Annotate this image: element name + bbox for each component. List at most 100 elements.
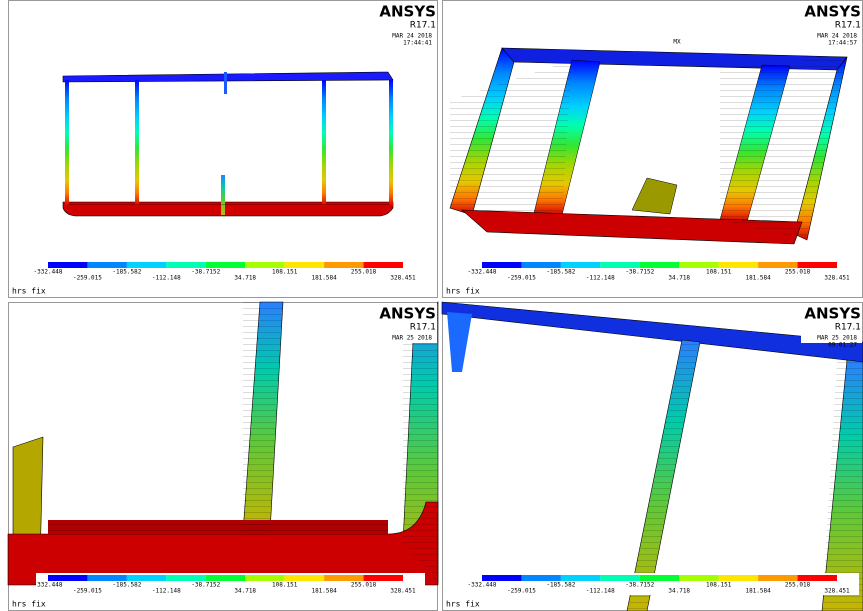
legend-swatch bbox=[363, 575, 403, 581]
version: R17.1 bbox=[835, 323, 861, 333]
time: 17:44:41 bbox=[403, 40, 432, 47]
legend-swatch bbox=[600, 262, 640, 268]
title-bg bbox=[376, 303, 437, 343]
legend-label: 34.718 bbox=[668, 275, 690, 282]
legend-label: 328.451 bbox=[390, 275, 416, 282]
version: R17.1 bbox=[410, 323, 436, 333]
model-shape bbox=[221, 175, 225, 215]
logo: ANSYS bbox=[804, 305, 861, 323]
legend-swatch bbox=[87, 575, 127, 581]
legend-swatch bbox=[639, 262, 680, 268]
version: R17.1 bbox=[835, 21, 861, 31]
legend-label: 181.584 bbox=[311, 275, 337, 282]
model-shape bbox=[68, 202, 390, 208]
model-shape bbox=[447, 312, 472, 372]
model-shape bbox=[631, 177, 678, 215]
legend-label: -332.448 bbox=[468, 582, 497, 589]
legend-swatch bbox=[48, 262, 88, 268]
legend-label: 108.151 bbox=[272, 582, 298, 589]
legend-swatch bbox=[205, 262, 246, 268]
model-shape bbox=[720, 57, 847, 240]
legend-label: -185.582 bbox=[546, 582, 575, 589]
caption: hrs fix bbox=[446, 600, 480, 609]
legend-label: -112.148 bbox=[586, 275, 615, 282]
model-shape bbox=[461, 209, 803, 245]
legend-swatch bbox=[758, 262, 798, 268]
title-bg bbox=[376, 1, 437, 41]
model-plot bbox=[62, 71, 394, 217]
legend-swatch bbox=[324, 575, 364, 581]
legend-swatch bbox=[284, 262, 325, 268]
legend-label: 255.018 bbox=[785, 582, 811, 589]
model-plot bbox=[449, 47, 848, 245]
legend-label: -112.148 bbox=[152, 588, 181, 595]
legend-swatch bbox=[205, 575, 246, 581]
legend-swatch bbox=[521, 575, 561, 581]
legend-swatch bbox=[245, 575, 285, 581]
model-shape bbox=[822, 360, 863, 611]
model-shape bbox=[48, 520, 388, 534]
legend-label: 108.151 bbox=[706, 582, 732, 589]
legend-swatch bbox=[48, 575, 88, 581]
legend-label: 108.151 bbox=[706, 269, 732, 276]
model-shape bbox=[441, 301, 863, 363]
legend-label: 255.018 bbox=[351, 269, 377, 276]
legend-label: 181.584 bbox=[745, 275, 771, 282]
legend-swatch bbox=[600, 575, 640, 581]
legend-label: 34.718 bbox=[234, 275, 256, 282]
date: MAR 25 2018 bbox=[817, 335, 857, 342]
legend-label: -38.7152 bbox=[625, 269, 654, 276]
legend-label: -185.582 bbox=[112, 582, 141, 589]
legend-swatch bbox=[324, 262, 364, 268]
legend-label: 181.584 bbox=[311, 588, 337, 595]
legend-swatch bbox=[718, 575, 759, 581]
legend-label: -112.148 bbox=[586, 588, 615, 595]
legend-swatch bbox=[560, 575, 601, 581]
legend-swatch bbox=[482, 575, 522, 581]
legend-label: -259.015 bbox=[507, 588, 536, 595]
legend-label: -38.7152 bbox=[191, 582, 220, 589]
legend-swatch bbox=[679, 575, 719, 581]
legend-swatch bbox=[639, 575, 680, 581]
legend-label: -38.7152 bbox=[625, 582, 654, 589]
logo: ANSYS bbox=[804, 3, 861, 21]
legend-label: -259.015 bbox=[73, 588, 102, 595]
legend-swatch bbox=[718, 262, 759, 268]
legend-swatch bbox=[245, 262, 285, 268]
legend-swatch bbox=[166, 262, 206, 268]
legend-label: 255.018 bbox=[351, 582, 377, 589]
legend-label: 328.451 bbox=[824, 275, 850, 282]
legend-label: 181.584 bbox=[745, 588, 771, 595]
model-shape bbox=[403, 302, 438, 582]
model-shape bbox=[389, 80, 393, 206]
legend-label: -112.148 bbox=[152, 275, 181, 282]
legend-swatch bbox=[482, 262, 522, 268]
legend-label: -38.7152 bbox=[191, 269, 220, 276]
date: MAR 24 2018 bbox=[392, 33, 432, 40]
title-bg bbox=[801, 1, 862, 41]
legend-swatch bbox=[126, 575, 167, 581]
legend: -332.448 -185.582 -38.7152 108.151 255.018 -2… bbox=[468, 260, 859, 282]
legend: -332.448 -185.582 -38.7152 108.151 255.018 -2… bbox=[468, 573, 859, 595]
logo: ANSYS bbox=[379, 3, 436, 21]
legend-swatch bbox=[363, 262, 403, 268]
max-marker: MX bbox=[673, 39, 681, 46]
time: 09:01:27 bbox=[828, 342, 857, 349]
legend-swatch bbox=[521, 262, 561, 268]
legend-label: -332.448 bbox=[468, 269, 497, 276]
logo: ANSYS bbox=[379, 305, 436, 323]
time: 17:44:57 bbox=[828, 40, 857, 47]
model-shape bbox=[224, 72, 227, 94]
caption: hrs fix bbox=[446, 287, 480, 296]
model-shape bbox=[65, 80, 69, 206]
legend-label: -259.015 bbox=[73, 275, 102, 282]
legend-label: 328.451 bbox=[824, 588, 850, 595]
legend-label: 108.151 bbox=[272, 269, 298, 276]
viewport-frame bbox=[8, 0, 438, 298]
